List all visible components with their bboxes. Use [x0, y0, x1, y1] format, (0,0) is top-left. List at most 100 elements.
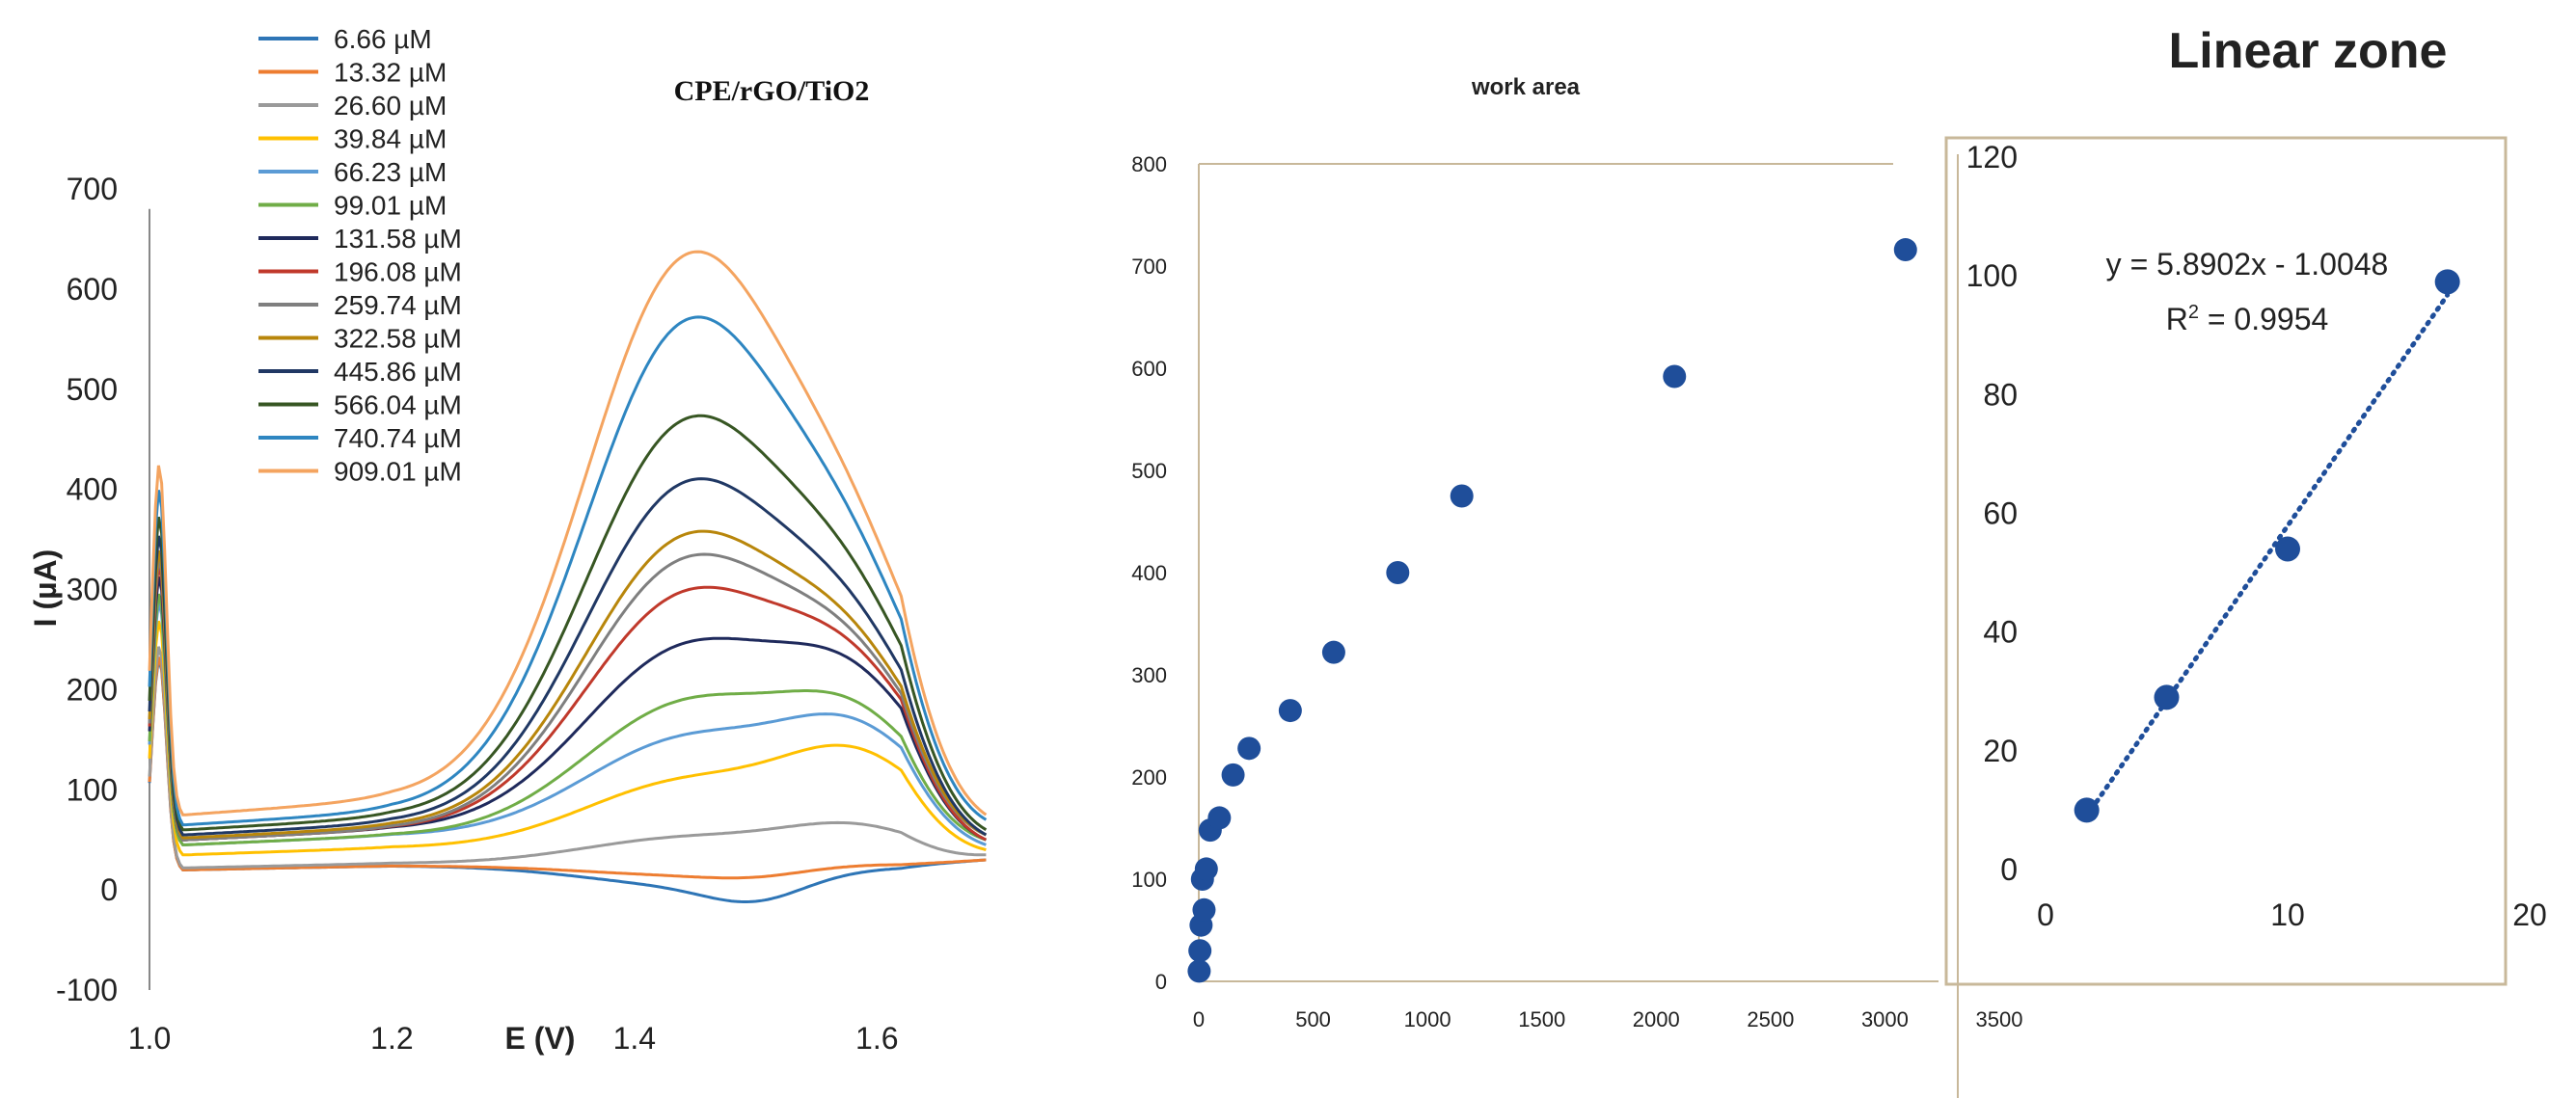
cv-x-ticks: 1.0 1.2 1.4 1.6 [128, 1021, 899, 1056]
cv-series-line [148, 646, 987, 870]
linear-zone-y-tick-label: 120 [1966, 140, 2018, 174]
cv-y-tick-label: 100 [67, 772, 118, 807]
linear-zone-x-tick-label: 0 [2037, 897, 2054, 932]
cv-legend-label: 909.01 µM [334, 457, 462, 487]
work-area-y-tick-label: 800 [1131, 152, 1167, 176]
cv-legend-label: 26.60 µM [334, 91, 447, 121]
linear-zone-y-tick-label: 0 [2000, 852, 2018, 887]
work-area-x-tick-label: 3000 [1861, 1007, 1909, 1031]
cv-y-tick-label: 600 [67, 272, 118, 307]
work-area-x-tick-label: 0 [1193, 1007, 1205, 1031]
work-area-y-tick-label: 0 [1155, 970, 1167, 994]
linear-zone-x-ticks: 0 10 20 [2037, 897, 2547, 932]
work-area-point [1187, 959, 1211, 983]
work-area-x-tick-label: 2500 [1747, 1007, 1794, 1031]
cv-y-axis-label: I (µA) [28, 549, 63, 628]
linear-zone-frame [1944, 136, 2508, 986]
work-area-point [1192, 897, 1216, 922]
cv-x-tick-label: 1.0 [128, 1021, 171, 1056]
linear-zone-trendline-path [2084, 292, 2451, 819]
cv-series-line [148, 552, 988, 842]
work-area-x-tick-label: 2000 [1633, 1007, 1680, 1031]
work-area-point [1893, 238, 1917, 262]
work-area-point [1663, 364, 1687, 388]
cv-y-tick-label: 400 [67, 472, 118, 507]
cv-legend-label: 566.04 µM [334, 390, 462, 420]
work-area-point [1278, 699, 1302, 723]
work-area-point [1207, 806, 1232, 830]
linear-zone-x-tick-label: 20 [2512, 897, 2547, 932]
linear-zone-y-tick-label: 60 [1983, 496, 2018, 531]
work-area-point [1237, 736, 1261, 761]
work-area-y-tick-label: 400 [1131, 561, 1167, 585]
cv-legend-label: 196.08 µM [334, 257, 462, 287]
cv-y-ticks: -100 0 100 200 300 400 500 600 700 [56, 172, 118, 1007]
cv-y-tick-label: 700 [67, 172, 118, 206]
cv-series-line [148, 477, 988, 837]
work-area-point [1386, 561, 1410, 584]
cv-series-line [148, 593, 987, 846]
cv-legend-label: 13.32 µM [334, 58, 447, 88]
work-area-y-tick-label: 600 [1131, 357, 1167, 381]
work-area-x-tick-label: 3500 [1976, 1007, 2023, 1031]
cv-x-axis-label: E (V) [505, 1021, 576, 1056]
linear-zone-panel: Linear zone 0 20 40 60 80 100 120 0 10 20 y = 5.… [1944, 23, 2547, 1098]
work-area-points [1187, 238, 1917, 983]
linear-zone-y-tick-label: 40 [1983, 615, 2018, 650]
work-area-x-tick-label: 1500 [1518, 1007, 1565, 1031]
cv-chart-title: CPE/rGO/TiO2 [674, 75, 870, 107]
cv-y-tick-label: -100 [56, 973, 118, 1007]
work-area-x-tick-label: 500 [1295, 1007, 1331, 1031]
linear-zone-point [2074, 797, 2100, 823]
work-area-point [1221, 763, 1245, 787]
r-squared-label: R2 = 0.9954 [2166, 302, 2329, 336]
cv-series-line [148, 529, 988, 840]
cv-series-line [148, 414, 988, 832]
trendline-equation: y = 5.8902x - 1.0048 [2106, 247, 2389, 281]
cv-legend-label: 259.74 µM [334, 290, 462, 320]
linear-zone-title: Linear zone [2169, 23, 2448, 79]
work-area-y-tick-label: 700 [1131, 254, 1167, 279]
cv-legend-label: 6.66 µM [334, 24, 432, 54]
linear-zone-point [2275, 536, 2300, 562]
work-area-y-ticks: 0 100 200 300 400 500 600 700 800 [1131, 152, 1167, 994]
linear-zone-y-ticks: 0 20 40 60 80 100 120 [1966, 140, 2018, 887]
cv-series-lines [148, 208, 988, 990]
cv-series-line [148, 250, 988, 817]
cv-legend-label: 99.01 µM [334, 191, 447, 221]
cv-legend-label: 131.58 µM [334, 224, 462, 254]
cv-curves-panel: CPE/rGO/TiO2 E (V) I (µA) -100 0 100 200 300… [28, 24, 988, 1056]
cv-x-tick-label: 1.6 [855, 1021, 898, 1056]
linear-zone-y-tick-label: 80 [1983, 377, 2018, 412]
work-area-y-tick-label: 500 [1131, 459, 1167, 483]
cv-legend-label: 66.23 µM [334, 157, 447, 187]
cv-legend-label: 445.86 µM [334, 357, 462, 387]
linear-zone-y-tick-label: 100 [1966, 258, 2018, 293]
cv-x-tick-label: 1.4 [613, 1021, 656, 1056]
work-area-point [1321, 640, 1345, 664]
work-area-y-tick-label: 200 [1131, 765, 1167, 790]
work-area-x-ticks: 0 500 1000 1500 2000 2500 3000 3500 [1193, 1007, 2023, 1031]
cv-series-line [148, 656, 987, 880]
cv-legend-label: 39.84 µM [334, 124, 447, 154]
cv-y-tick-label: 0 [100, 872, 118, 907]
cv-series-line [148, 315, 988, 827]
work-area-y-tick-label: 300 [1131, 663, 1167, 687]
cv-y-tick-label: 300 [67, 573, 118, 607]
cv-y-tick-label: 200 [67, 672, 118, 707]
work-area-point [1188, 939, 1212, 963]
linear-zone-point [2154, 684, 2180, 710]
cv-legend-label: 740.74 µM [334, 423, 462, 453]
linear-zone-point [2434, 269, 2460, 295]
work-area-point [1194, 857, 1218, 881]
cv-x-tick-label: 1.2 [370, 1021, 413, 1056]
cv-series-line [148, 620, 987, 857]
linear-zone-y-tick-label: 20 [1983, 734, 2018, 768]
linear-zone-points [2074, 269, 2460, 823]
linear-zone-trendline [2084, 292, 2451, 819]
work-area-title: work area [1471, 74, 1581, 100]
cv-y-tick-label: 500 [67, 372, 118, 407]
